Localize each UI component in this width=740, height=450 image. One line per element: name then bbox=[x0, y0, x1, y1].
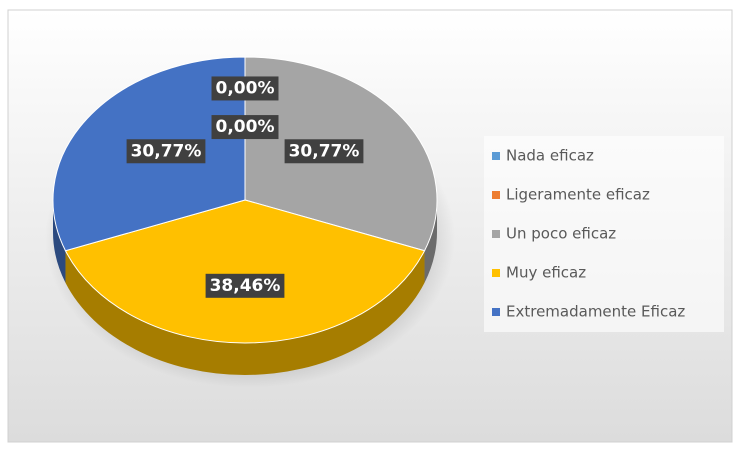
slice-side bbox=[65, 250, 425, 376]
legend-swatch bbox=[492, 230, 500, 238]
value-label: 30,77% bbox=[289, 141, 360, 161]
legend-swatch bbox=[492, 308, 500, 316]
legend-label: Nada eficaz bbox=[506, 147, 594, 165]
legend-label: Un poco eficaz bbox=[506, 225, 616, 243]
slice-side bbox=[53, 200, 66, 283]
value-label-bg bbox=[211, 115, 279, 140]
value-label-bg bbox=[126, 139, 206, 164]
value-label: 0,00% bbox=[216, 117, 275, 137]
legend-swatch bbox=[492, 269, 500, 277]
legend-box bbox=[484, 136, 724, 332]
legend-swatch bbox=[492, 191, 500, 199]
value-label: 38,46% bbox=[210, 276, 281, 296]
legend-label: Ligeramente eficaz bbox=[506, 186, 650, 204]
legend-swatch bbox=[492, 152, 500, 160]
value-label: 0,00% bbox=[216, 78, 275, 98]
value-label-bg bbox=[284, 139, 364, 164]
value-label-bg bbox=[211, 76, 279, 101]
value-label-bg bbox=[205, 273, 285, 298]
slice-side bbox=[424, 200, 437, 283]
slice bbox=[64, 199, 426, 344]
value-label: 30,77% bbox=[131, 141, 202, 161]
legend-label: Extremadamente Eficaz bbox=[506, 303, 685, 321]
legend-label: Muy eficaz bbox=[506, 264, 586, 282]
